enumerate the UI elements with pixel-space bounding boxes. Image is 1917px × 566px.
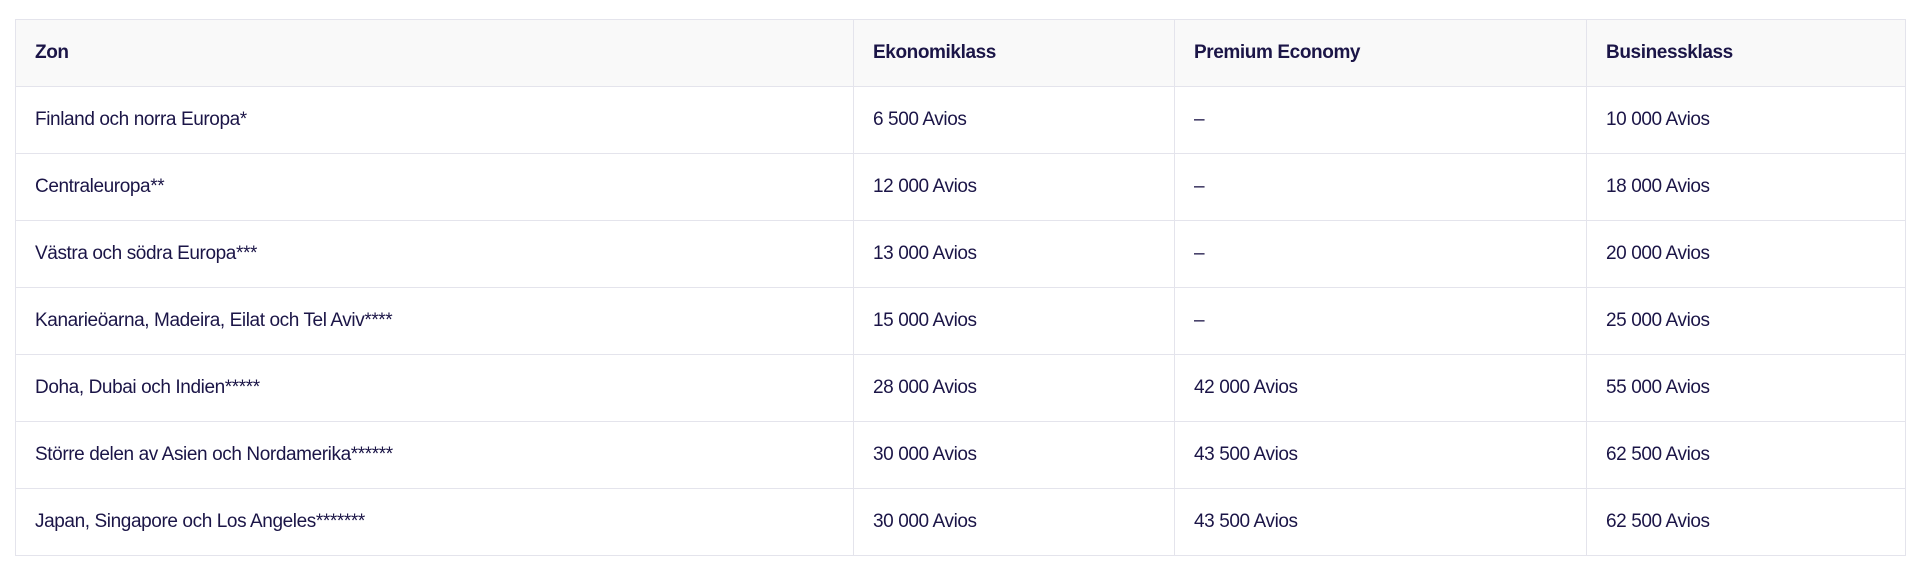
zone-cell: Finland och norra Europa*: [15, 86, 854, 154]
table-row: Japan, Singapore och Los Angeles******* 3…: [15, 488, 1906, 556]
table-row: Doha, Dubai och Indien***** 28 000 Avios 4…: [15, 354, 1906, 422]
business-cell: 18 000 Avios: [1586, 153, 1906, 221]
table-row: Västra och södra Europa*** 13 000 Avios –2…: [15, 220, 1906, 288]
premium-economy-cell: –: [1174, 287, 1587, 355]
business-cell: 62 500 Avios: [1586, 488, 1906, 556]
header-zone: Zon: [15, 19, 854, 87]
business-cell: 62 500 Avios: [1586, 421, 1906, 489]
header-premium-economy: Premium Economy: [1174, 19, 1587, 87]
economy-cell: 28 000 Avios: [853, 354, 1175, 422]
economy-cell: 6 500 Avios: [853, 86, 1175, 154]
premium-economy-cell: –: [1174, 153, 1587, 221]
premium-economy-cell: –: [1174, 220, 1587, 288]
zone-cell: Större delen av Asien och Nordamerika***…: [15, 421, 854, 489]
zone-cell: Japan, Singapore och Los Angeles*******: [15, 488, 854, 556]
business-cell: 25 000 Avios: [1586, 287, 1906, 355]
premium-economy-cell: –: [1174, 86, 1587, 154]
economy-cell: 12 000 Avios: [853, 153, 1175, 221]
zone-cell: Västra och södra Europa***: [15, 220, 854, 288]
table-header-row: Zon Ekonomiklass Premium Economy Busines…: [15, 19, 1906, 87]
premium-economy-cell: 42 000 Avios: [1174, 354, 1587, 422]
business-cell: 55 000 Avios: [1586, 354, 1906, 422]
zone-cell: Centraleuropa**: [15, 153, 854, 221]
table-row: Större delen av Asien och Nordamerika***…: [15, 421, 1906, 489]
header-business: Businessklass: [1586, 19, 1906, 87]
economy-cell: 30 000 Avios: [853, 421, 1175, 489]
economy-cell: 15 000 Avios: [853, 287, 1175, 355]
premium-economy-cell: 43 500 Avios: [1174, 421, 1587, 489]
business-cell: 20 000 Avios: [1586, 220, 1906, 288]
header-economy: Ekonomiklass: [853, 19, 1175, 87]
zone-cell: Kanarieöarna, Madeira, Eilat och Tel Avi…: [15, 287, 854, 355]
business-cell: 10 000 Avios: [1586, 86, 1906, 154]
premium-economy-cell: 43 500 Avios: [1174, 488, 1587, 556]
economy-cell: 30 000 Avios: [853, 488, 1175, 556]
avios-zone-table: Zon Ekonomiklass Premium Economy Busines…: [15, 19, 1906, 556]
zone-cell: Doha, Dubai och Indien*****: [15, 354, 854, 422]
table-row: Finland och norra Europa* 6 500 Avios –10 …: [15, 86, 1906, 154]
table-row: Kanarieöarna, Madeira, Eilat och Tel Avi…: [15, 287, 1906, 355]
table-row: Centraleuropa** 12 000 Avios –18 000 Avios: [15, 153, 1906, 221]
economy-cell: 13 000 Avios: [853, 220, 1175, 288]
